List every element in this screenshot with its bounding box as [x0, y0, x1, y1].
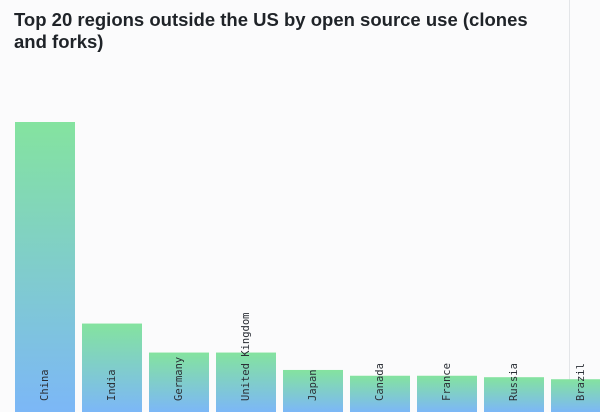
bar-canada[interactable]: [350, 375, 410, 412]
bar-label-germany: Germany: [173, 357, 185, 401]
bar-china[interactable]: [15, 122, 75, 412]
bar-brazil[interactable]: [551, 379, 600, 412]
bar-label-france: France: [441, 363, 453, 401]
bar-russia[interactable]: [484, 377, 544, 412]
bar-germany[interactable]: [149, 352, 209, 412]
bar-label-canada: Canada: [374, 363, 386, 401]
bar-label-india: India: [106, 369, 118, 401]
chart-title: Top 20 regions outside the US by open so…: [14, 9, 528, 52]
bar-india[interactable]: [82, 323, 142, 412]
bar-label-brazil: Brazil: [575, 363, 587, 401]
bar-label-china: China: [39, 369, 51, 401]
bar-label-russia: Russia: [508, 363, 520, 401]
bar-japan[interactable]: [283, 369, 343, 412]
bar-united-kingdom[interactable]: [216, 352, 276, 412]
bar-france[interactable]: [417, 375, 477, 412]
bar-label-japan: Japan: [307, 369, 319, 401]
bar-series: China India Germany United Kingdom Japan Cana…: [15, 122, 600, 412]
bar-label-united-kingdom: United Kingdom: [240, 312, 252, 401]
